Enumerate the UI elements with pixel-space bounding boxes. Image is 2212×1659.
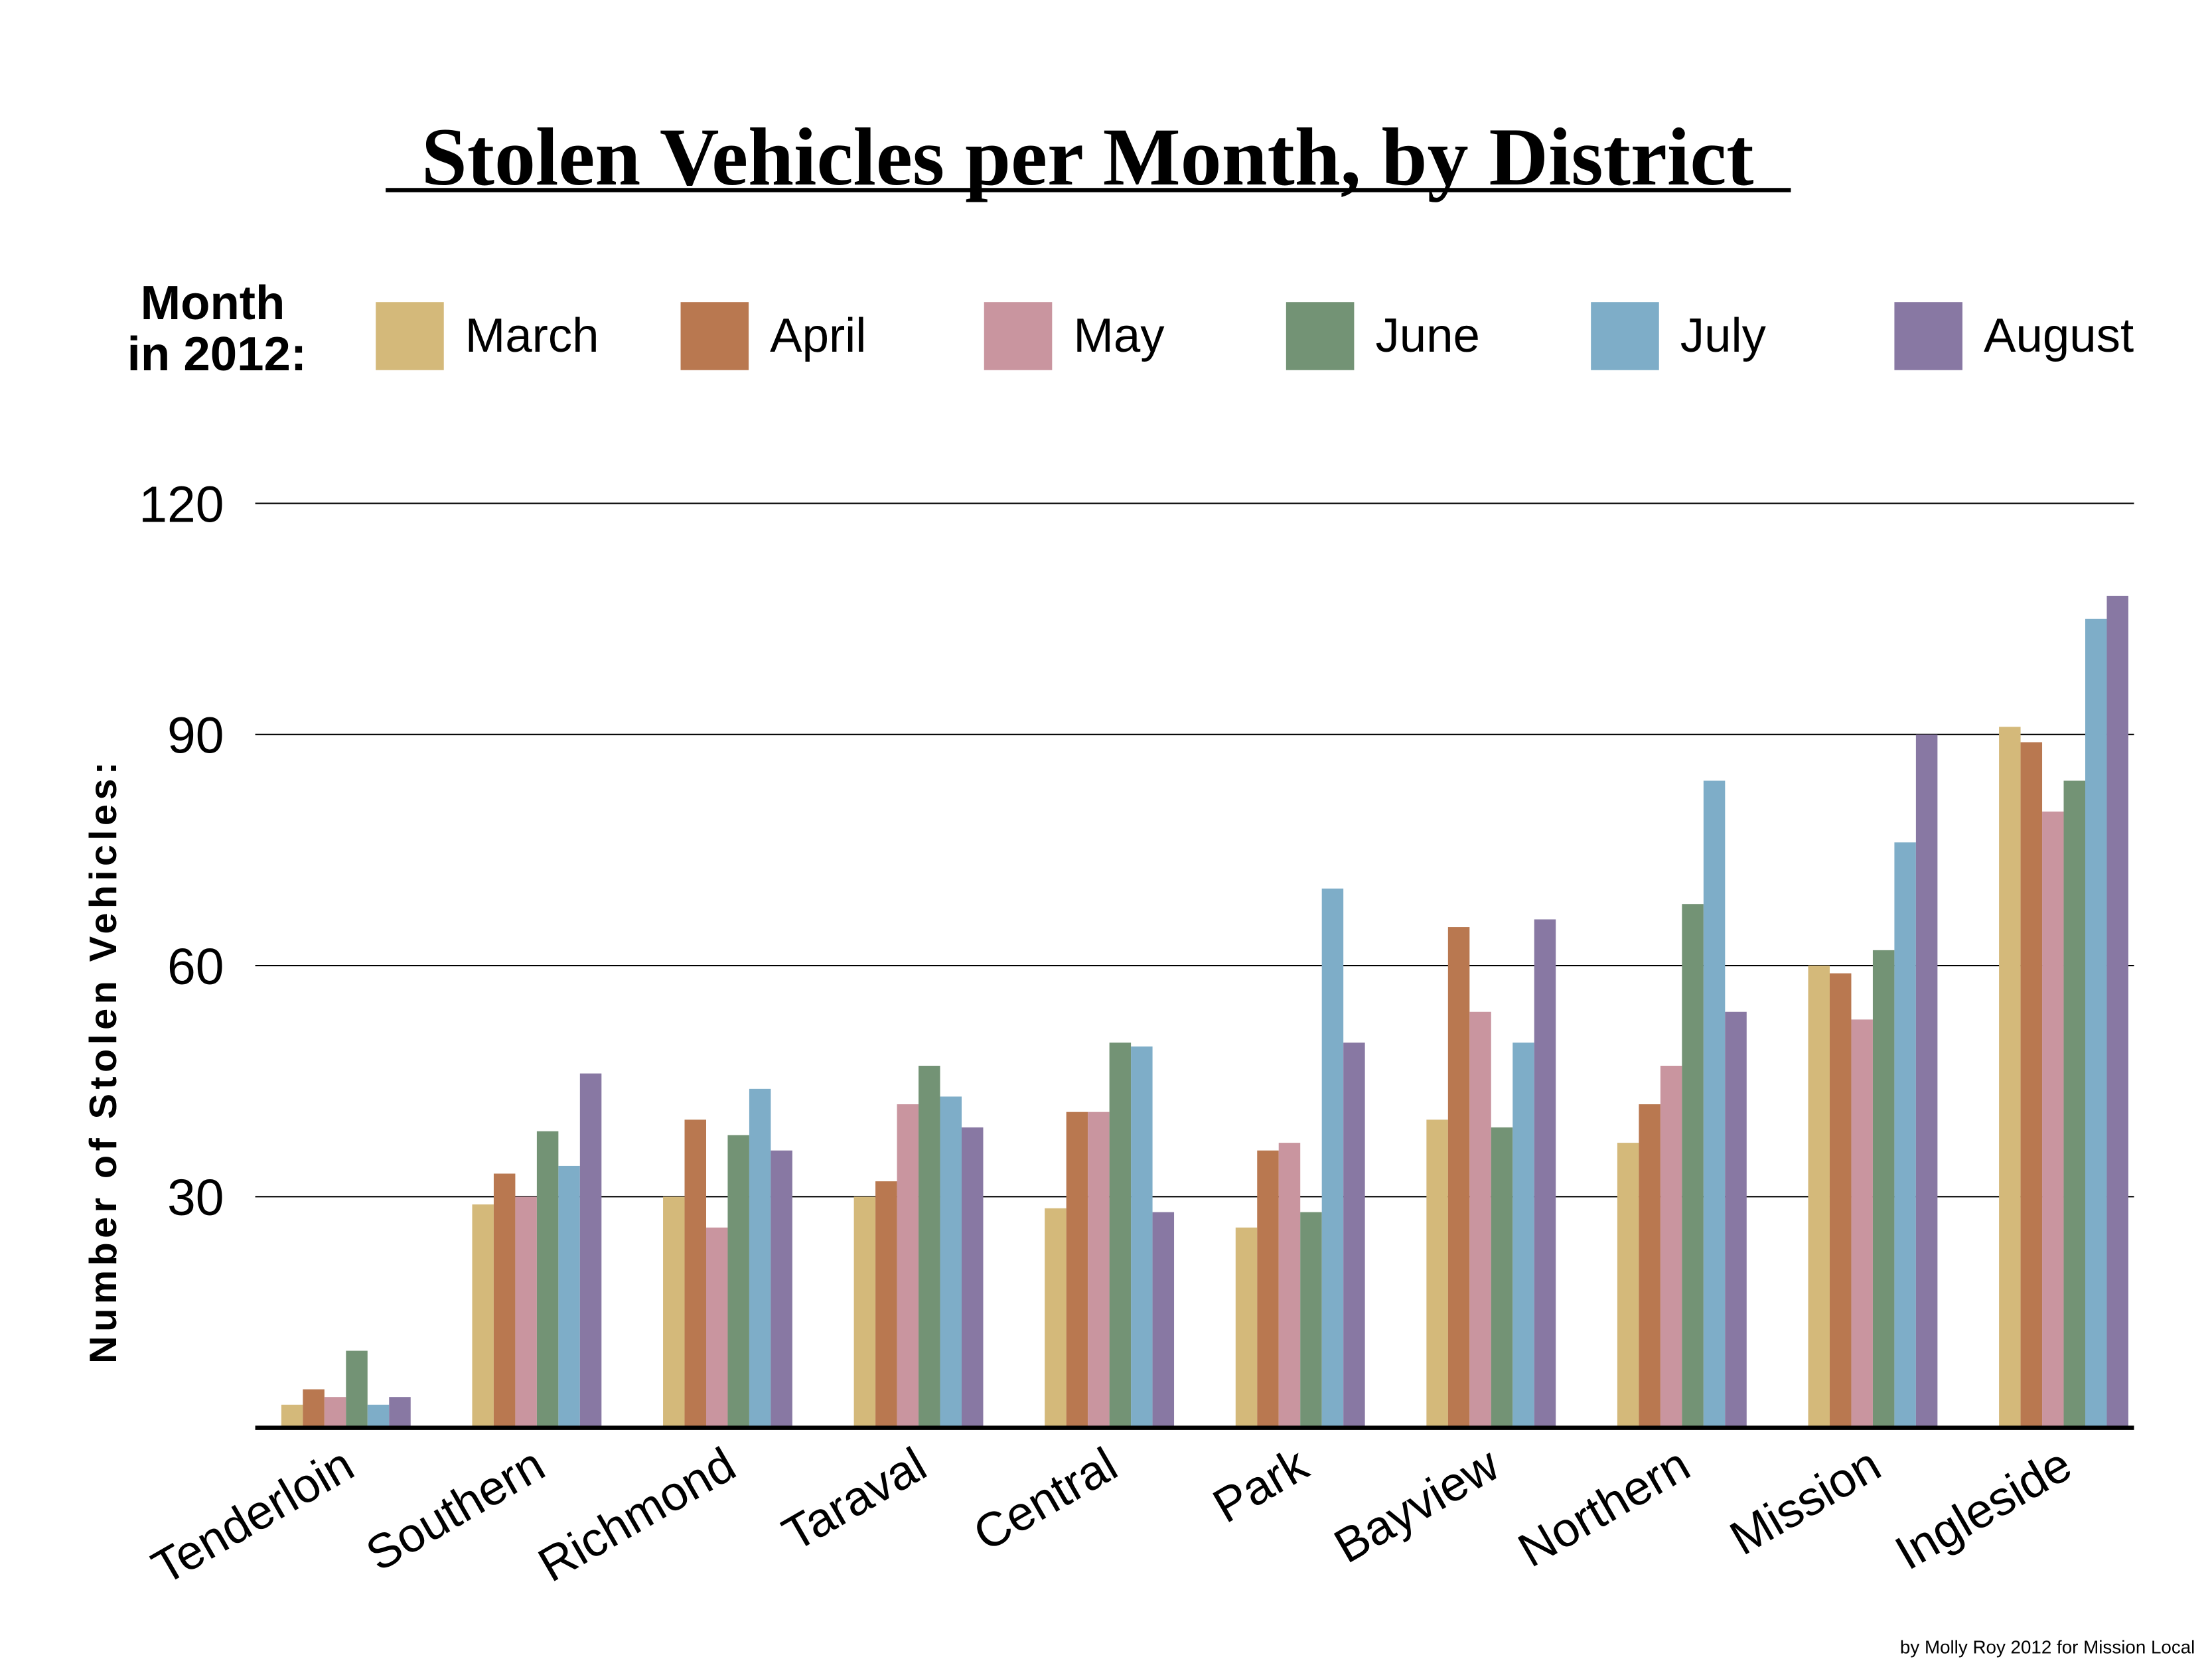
bar-tenderloin-may: [324, 1397, 346, 1428]
bar-central-march: [1045, 1208, 1067, 1428]
bar-central-may: [1088, 1112, 1110, 1428]
category-label-richmond: Richmond: [530, 1437, 745, 1593]
bar-ingleside-april: [2020, 742, 2043, 1428]
y-tick-label: 90: [167, 707, 224, 764]
bar-park-august: [1343, 1043, 1365, 1428]
legend: March April May June July August: [376, 302, 2134, 370]
category-label-southern: Southern: [357, 1437, 553, 1582]
bar-taraval-april: [875, 1181, 897, 1428]
bar-southern-august: [579, 1073, 602, 1428]
y-tick-label: 120: [139, 476, 224, 533]
bar-ingleside-march: [1999, 727, 2021, 1428]
category-label-northern: Northern: [1509, 1437, 1698, 1577]
bar-park-may: [1278, 1143, 1301, 1428]
bar-richmond-july: [749, 1088, 771, 1428]
bar-tenderloin-april: [303, 1389, 325, 1428]
bar-bayview-april: [1447, 927, 1470, 1428]
bar-mission-may: [1851, 1019, 1873, 1428]
bar-northern-may: [1660, 1066, 1682, 1428]
bar-southern-july: [558, 1165, 580, 1428]
bar-ingleside-july: [2085, 618, 2107, 1428]
bar-park-march: [1235, 1227, 1258, 1428]
category-label-tenderloin: Tenderloin: [143, 1437, 363, 1595]
legend-label-april: April: [770, 309, 866, 362]
bar-mission-july: [1894, 842, 1916, 1428]
bar-southern-june: [536, 1131, 559, 1428]
legend-label-july: July: [1680, 309, 1767, 362]
chart-title: Stolen Vehicles per Month, by District: [421, 111, 1754, 202]
bar-southern-may: [515, 1196, 537, 1428]
bar-southern-march: [472, 1204, 494, 1428]
legend-label-march: March: [465, 309, 599, 362]
bar-central-july: [1131, 1046, 1153, 1428]
bar-northern-july: [1703, 780, 1726, 1428]
legend-label-august: August: [1984, 309, 2134, 362]
bar-bayview-may: [1469, 1011, 1491, 1428]
legend-label-may: May: [1073, 309, 1165, 362]
bar-southern-april: [493, 1173, 516, 1428]
bar-richmond-may: [705, 1227, 728, 1428]
credit: by Molly Roy 2012 for Mission Local: [1900, 1636, 2195, 1657]
legend-swatch-may: [984, 302, 1053, 370]
category-label-central: Central: [964, 1437, 1126, 1561]
bar-central-april: [1066, 1112, 1088, 1428]
bar-central-august: [1152, 1212, 1175, 1428]
bar-mission-june: [1872, 950, 1895, 1428]
gridlines: 30 60 90 120: [139, 476, 2134, 1226]
bar-bayview-july: [1512, 1043, 1534, 1428]
bar-bayview-march: [1426, 1119, 1448, 1428]
category-label-park: Park: [1204, 1437, 1317, 1533]
bar-mission-april: [1829, 973, 1852, 1428]
bar-richmond-june: [727, 1135, 749, 1428]
bar-tenderloin-june: [346, 1350, 368, 1428]
bars: [281, 595, 2128, 1428]
legend-title-line2: in 2012:: [127, 327, 307, 381]
bar-tenderloin-july: [367, 1404, 390, 1428]
y-tick-label: 60: [167, 938, 224, 995]
bar-park-april: [1257, 1150, 1279, 1428]
bar-northern-june: [1682, 904, 1704, 1428]
bar-mission-march: [1808, 966, 1830, 1428]
category-label-taraval: Taraval: [774, 1437, 935, 1561]
bar-taraval-august: [962, 1127, 984, 1428]
bar-ingleside-may: [2042, 811, 2064, 1428]
bar-northern-april: [1639, 1104, 1660, 1428]
legend-swatch-june: [1286, 302, 1355, 370]
bar-richmond-august: [771, 1150, 792, 1428]
legend-swatch-july: [1591, 302, 1659, 370]
legend-swatch-april: [680, 302, 749, 370]
bar-park-july: [1321, 889, 1344, 1428]
bar-richmond-april: [684, 1119, 706, 1428]
bar-central-june: [1109, 1043, 1132, 1428]
bar-park-june: [1300, 1212, 1322, 1428]
bar-mission-august: [1915, 734, 1938, 1428]
category-label-ingleside: Ingleside: [1886, 1437, 2080, 1581]
category-label-bayview: Bayview: [1325, 1437, 1508, 1574]
y-axis-label: Number of Stolen Vehicles:: [82, 758, 125, 1364]
bar-ingleside-august: [2106, 595, 2128, 1428]
bar-bayview-june: [1491, 1127, 1513, 1428]
legend-swatch-august: [1894, 302, 1962, 370]
bar-taraval-june: [919, 1066, 940, 1428]
category-label-mission: Mission: [1721, 1437, 1889, 1565]
legend-label-june: June: [1375, 309, 1479, 362]
bar-richmond-march: [663, 1196, 685, 1428]
bar-northern-august: [1725, 1011, 1747, 1428]
bar-taraval-may: [897, 1104, 919, 1428]
bar-bayview-august: [1534, 919, 1556, 1428]
bar-taraval-march: [853, 1196, 876, 1428]
bar-taraval-july: [940, 1096, 962, 1428]
bar-ingleside-june: [2063, 780, 2085, 1428]
y-tick-label: 30: [167, 1169, 224, 1226]
legend-title-line1: Month: [141, 276, 285, 330]
bar-tenderloin-august: [389, 1397, 411, 1428]
legend-swatch-march: [376, 302, 444, 370]
bar-tenderloin-march: [281, 1404, 303, 1428]
bar-northern-march: [1617, 1143, 1639, 1428]
